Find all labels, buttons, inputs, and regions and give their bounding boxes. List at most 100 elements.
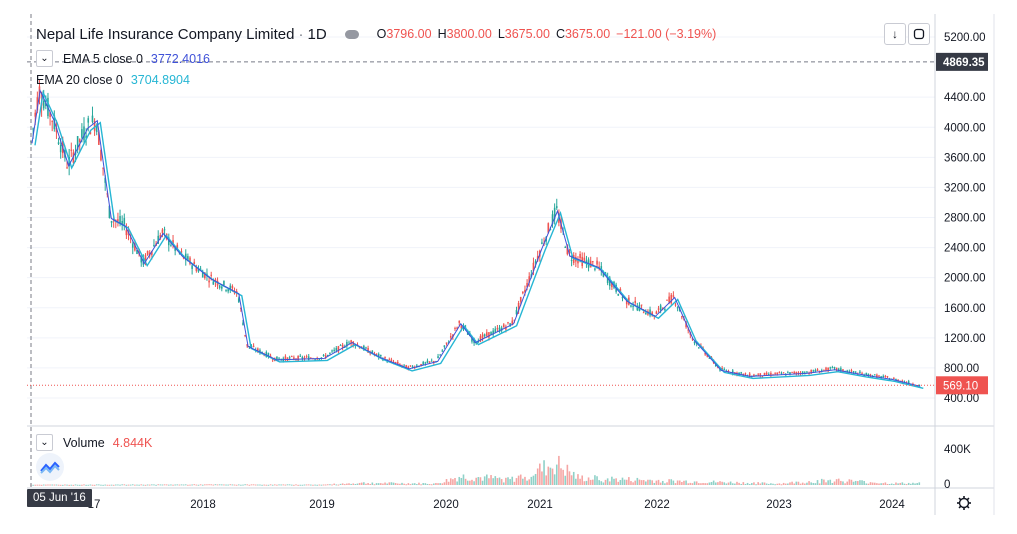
- volume-bar: [634, 480, 637, 485]
- candle-body: [318, 359, 321, 361]
- volume-bar: [657, 479, 660, 485]
- volume-bar: [738, 482, 740, 485]
- volume-bar: [168, 484, 170, 486]
- volume-bar: [250, 484, 253, 486]
- volume-bar: [674, 483, 677, 485]
- volume-bar: [522, 478, 524, 485]
- candle-body: [861, 373, 863, 375]
- candle-body: [893, 378, 895, 380]
- down-arrow-icon[interactable]: ↓: [884, 23, 906, 45]
- volume-bar: [708, 482, 711, 485]
- candle-body: [293, 357, 295, 360]
- volume-bar: [602, 482, 605, 485]
- candle-body: [443, 345, 446, 348]
- candle-body: [753, 374, 755, 377]
- volume-bar: [437, 483, 439, 485]
- candle-body: [780, 372, 783, 374]
- volume-bar: [604, 479, 607, 485]
- volume-bar: [153, 484, 155, 486]
- volume-bar: [339, 483, 342, 485]
- symbol-title[interactable]: Nepal Life Insurance Company Limited: [36, 25, 295, 43]
- candle-body: [598, 266, 600, 268]
- candle-body: [513, 319, 516, 321]
- candle-body: [78, 139, 81, 143]
- gear-icon-tooth: [966, 497, 970, 501]
- volume-bar: [833, 481, 836, 485]
- candle-body: [570, 260, 573, 262]
- candle-body: [536, 256, 539, 261]
- candle-body: [45, 103, 47, 107]
- candle-body: [390, 359, 393, 362]
- candle-body: [371, 350, 374, 354]
- volume-bar: [890, 483, 893, 485]
- volume-bar: [558, 455, 560, 485]
- candle-body: [748, 373, 751, 378]
- volume-bar: [178, 484, 181, 486]
- volume-bar: [121, 484, 123, 486]
- volume-bar: [655, 480, 658, 485]
- volume-bar: [543, 460, 545, 485]
- price-tick-label: 3600.00: [944, 152, 986, 164]
- volume-bar: [324, 484, 327, 486]
- candle-body: [594, 268, 596, 270]
- ohlc-high: H3800.00: [437, 27, 492, 41]
- gear-icon[interactable]: [957, 496, 971, 510]
- candle-body: [532, 262, 535, 271]
- indicator-ema20[interactable]: EMA 20 close 0 3704.8904: [36, 73, 190, 87]
- time-axis: 17 2018 2019 2020 2021 2022 2023 2024: [88, 499, 906, 511]
- timeframe-label[interactable]: 1D: [307, 25, 327, 43]
- reset-scale-icon[interactable]: [908, 23, 930, 45]
- volume-bar: [496, 478, 499, 485]
- volume-bar: [172, 484, 174, 486]
- volume-bar: [354, 483, 357, 485]
- volume-bar: [127, 484, 130, 486]
- candle-body: [765, 372, 768, 375]
- volume-bar: [390, 482, 393, 485]
- candle-body: [104, 177, 107, 183]
- chevron-down-icon[interactable]: ⌄: [36, 50, 53, 67]
- candle-body: [121, 220, 123, 224]
- volume-bar: [104, 484, 107, 486]
- volume-bar: [316, 484, 319, 486]
- candle-body: [483, 334, 486, 337]
- volume-bar: [844, 483, 846, 485]
- candle-body: [829, 367, 832, 369]
- candle-body: [642, 312, 645, 314]
- candle-body: [144, 255, 147, 263]
- candle-body: [218, 285, 221, 288]
- candle-body: [884, 375, 887, 377]
- volume-bar: [386, 483, 388, 485]
- candle-body: [812, 370, 815, 372]
- volume-bar: [801, 482, 804, 485]
- candle-body: [541, 242, 543, 244]
- candle-body: [303, 357, 306, 359]
- candle-body: [329, 352, 331, 354]
- volume-bar: [683, 480, 685, 485]
- ema5-name: EMA 5 close 0: [63, 51, 143, 66]
- candle-body: [776, 372, 779, 375]
- chevron-down-icon[interactable]: ⌄: [36, 434, 53, 451]
- candle-body: [184, 253, 187, 261]
- volume-bar: [151, 484, 153, 486]
- volume-bar: [583, 481, 586, 485]
- candle-body: [837, 368, 840, 371]
- candle-body: [409, 365, 412, 367]
- candle-body: [577, 258, 579, 264]
- indicator-volume[interactable]: ⌄ Volume 4.844K: [36, 434, 152, 451]
- volume-bar: [136, 484, 138, 486]
- volume-bar: [435, 482, 437, 485]
- volume-bar: [611, 476, 613, 485]
- volume-bar: [736, 481, 738, 485]
- volume-bar: [299, 484, 302, 486]
- tradingview-logo-icon[interactable]: [36, 453, 64, 481]
- candle-body: [346, 342, 348, 347]
- grid-lines: [27, 36, 935, 399]
- volume-bar: [759, 483, 762, 485]
- candle-body: [129, 237, 132, 239]
- candle-body: [649, 309, 651, 316]
- volume-bar: [210, 484, 213, 486]
- volume-bar: [645, 481, 647, 485]
- volume-bar: [659, 482, 662, 485]
- indicator-ema5[interactable]: ⌄ EMA 5 close 0 3772.4016: [36, 50, 210, 67]
